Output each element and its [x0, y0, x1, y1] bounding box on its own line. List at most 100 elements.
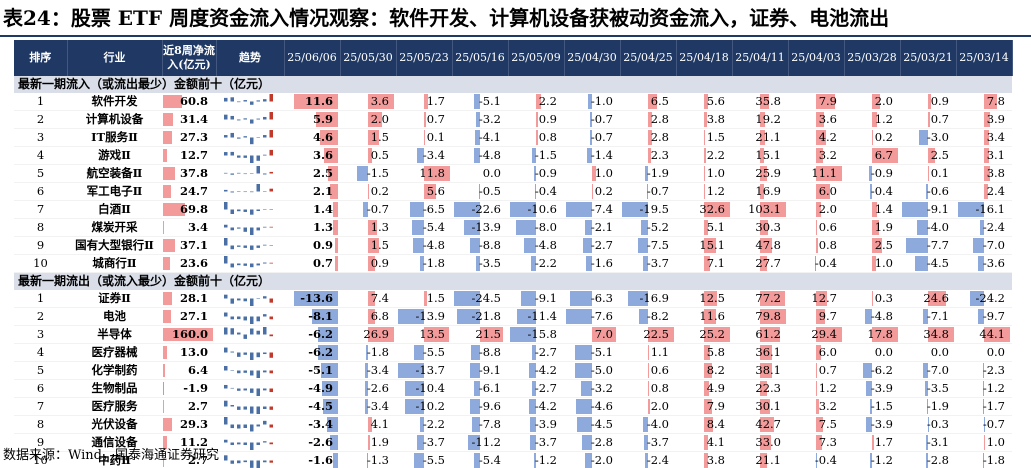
week-value-cell: 38.1 [732, 361, 788, 380]
week-value-bar [368, 112, 383, 127]
week-value-cell: -0.5 [452, 182, 508, 201]
header-week-12[interactable]: 25/03/14 [956, 40, 1013, 76]
section-label: 最新一期流入（或流出最少）金额前十（亿元） [14, 76, 1012, 93]
week-value-bar [980, 220, 984, 235]
net-inflow-cell: 12.7 [162, 146, 216, 165]
header-week-2[interactable]: 25/05/23 [396, 40, 453, 76]
header-week-3[interactable]: 25/05/16 [452, 40, 509, 76]
week-value-cell: 1.3 [340, 218, 396, 237]
net-inflow-cell: 31.4 [162, 110, 216, 129]
week-value-bar [704, 327, 730, 342]
header-rank[interactable]: 排序 [14, 40, 68, 76]
table-row[interactable]: 9 国有大型银行Ⅱ 37.1 0.9 1.5 -4.8 -8.8 -4.8 -2.7 -7.5 15… [14, 236, 1012, 255]
header-week-10[interactable]: 25/03/28 [844, 40, 901, 76]
industry-cell: 化学制药 [67, 361, 162, 380]
header-week-8[interactable]: 25/04/11 [732, 40, 789, 76]
week-value-bar [978, 309, 984, 324]
header-week-9[interactable]: 25/04/03 [788, 40, 845, 76]
table-row[interactable]: 9 通信设备 11.2 -2.6 1.9 -3.7 -11.2 -3.7 -2.8 -3.7 4.1… [14, 433, 1012, 452]
week-value-bar [648, 148, 652, 163]
week-value: 2.2 [538, 94, 557, 108]
header-industry[interactable]: 行业 [67, 40, 163, 76]
table-row[interactable]: 5 化学制药 6.4 -5.1 -3.4 -13.7 -9.1 -4.2 -5.0 0.6 8.2 3… [14, 361, 1012, 380]
net-inflow-bar [163, 292, 172, 305]
header-net-inflow[interactable]: 近8周净流入(亿元) [162, 40, 217, 76]
week-value: -9.7 [982, 309, 1005, 323]
table-row[interactable]: 10 城商行Ⅱ 23.6 0.7 0.9 -1.8 -3.5 -2.2 -1.6 -3.7 7.1 2… [14, 254, 1012, 273]
header-week-7[interactable]: 25/04/18 [676, 40, 733, 76]
trend-bar [243, 388, 247, 391]
header-week-5[interactable]: 25/04/30 [564, 40, 621, 76]
week-value: -9.1 [926, 202, 949, 216]
week-value-bar [972, 238, 984, 253]
net-inflow-value: -1.9 [183, 381, 208, 395]
rank-cell: 8 [14, 415, 67, 434]
header-week-11[interactable]: 25/03/21 [900, 40, 957, 76]
week-value-bar [872, 112, 877, 127]
week-value-cell: -2.0 [564, 451, 620, 468]
header-week-0[interactable]: 25/06/06 [284, 40, 341, 76]
header-week-4[interactable]: 25/05/09 [508, 40, 565, 76]
week-value-bar [586, 256, 592, 271]
week-value: 3.1 [986, 148, 1005, 162]
table-row[interactable]: 7 医疗服务 2.7 -4.5 -3.4 -10.2 -9.6 -4.2 -4.6 2.0 7.9 3… [14, 397, 1012, 416]
trend-bar [230, 370, 234, 371]
trend-bar [263, 116, 267, 120]
week-value: -3.9 [870, 381, 893, 395]
week-value: -2.7 [590, 238, 613, 252]
trend-bar [224, 417, 228, 425]
week-value-bar [704, 417, 713, 432]
net-inflow-value: 3.4 [187, 220, 208, 234]
header-trend[interactable]: 趋势 [216, 40, 285, 76]
week-value-bar [760, 345, 772, 360]
table-row[interactable]: 6 生物制品 -1.9 -4.9 -2.6 -10.4 -6.1 -2.7 -3.2 0.8 4.9… [14, 379, 1012, 398]
week-value-cell: -0.7 [956, 415, 1012, 434]
table-row[interactable]: 4 游戏Ⅱ 12.7 3.6 0.5 -3.4 -4.8 -1.5 -1.4 2.3 2.2 15.1… [14, 146, 1012, 165]
week-value: 0.9 [370, 256, 389, 270]
week-value-bar [641, 220, 648, 235]
week-value-cell: -3.9 [844, 415, 900, 434]
header-week-1[interactable]: 25/05/30 [340, 40, 397, 76]
week-value-bar [468, 435, 480, 450]
table-row[interactable]: 2 计算机设备 31.4 5.9 2.0 0.7 -3.2 0.9 -0.7 2.8 3.8 19.2… [14, 110, 1012, 129]
week-value-cell: -24.2 [956, 290, 1012, 308]
week-value: -8.8 [478, 345, 501, 359]
week-value: 4.1 [370, 417, 389, 431]
table-row[interactable]: 2 电池 27.1 -8.1 6.8 -13.9 -21.8 -11.4 -7.6 -8.2 11.… [14, 307, 1012, 326]
table-row[interactable]: 6 军工电子Ⅱ 24.7 2.1 0.2 5.6 -0.5 -0.4 0.2 -0.7 1.2 16.… [14, 182, 1012, 201]
trend-bar [250, 316, 254, 324]
week-value-bar [584, 220, 592, 235]
section-header: 最新一期流出（或流入最少）金额前十（亿元） [14, 272, 1012, 290]
week-value: -4.1 [478, 130, 501, 144]
table-row[interactable]: 7 白酒Ⅱ 69.8 1.4 -0.7 -6.5 -22.6 -10.6 -7.4 -19.5 32… [14, 200, 1012, 219]
table-row[interactable]: 3 半导体 160.0 -6.2 26.9 13.5 21.5 -15.8 7.0 22.5 25.… [14, 325, 1012, 344]
table-row[interactable]: 8 光伏设备 29.3 -3.4 4.1 -2.2 -7.8 -3.9 -4.5 -4.0 8.4 4… [14, 415, 1012, 434]
trend-bar [250, 263, 254, 268]
week-value: 7.0 [594, 327, 613, 341]
week-value-cell: 1.7 [844, 433, 900, 452]
week-value-cell: -10.6 [508, 200, 564, 219]
table-row[interactable]: 3 IT服务Ⅱ 27.3 4.6 1.5 0.1 -4.1 0.8 -0.7 2.8 1.5 21.1… [14, 128, 1012, 147]
table-row[interactable]: 1 软件开发 60.8 11.6 3.6 1.7 -5.1 2.2 -1.0 6.5 5.6 35.8… [14, 93, 1012, 111]
trend-bar [269, 316, 273, 320]
trend-bar [256, 118, 260, 120]
industry-cell: 光伏设备 [67, 415, 162, 434]
week-value-bar [510, 327, 536, 342]
week-value: -13.9 [471, 220, 502, 234]
trend-bar [263, 296, 267, 299]
table-row[interactable]: 10 中药Ⅱ 2.7 -1.6 -1.3 -5.5 -5.4 -1.2 -2.0 -2.4 3.8 2… [14, 451, 1012, 468]
week-value-bar [984, 166, 991, 181]
table-row[interactable]: 5 航空装备Ⅱ 37.8 2.5 -1.5 11.8 0.0 -0.9 1.0 -1.9 1.0 25… [14, 164, 1012, 183]
week-value-bar [474, 94, 480, 109]
rank-cell: 2 [14, 110, 67, 129]
table-row[interactable]: 8 煤炭开采 3.4 1.3 1.3 -5.4 -13.9 -8.0 -2.1 -5.2 5.1 30… [14, 218, 1012, 237]
net-inflow-value: 37.8 [179, 166, 208, 180]
header-week-6[interactable]: 25/04/25 [620, 40, 677, 76]
table-row[interactable]: 4 医疗器械 13.0 -6.2 -1.8 -5.5 -8.8 -2.7 -5.1 1.1 5.8 3… [14, 343, 1012, 362]
trend-bar [243, 334, 247, 339]
week-value-cell: -4.9 [284, 379, 340, 398]
table-row[interactable]: 1 证券Ⅱ 28.1 -13.6 7.4 1.5 -24.5 -9.1 -6.3 -16.9 12.… [14, 290, 1012, 308]
trend-bar [243, 442, 247, 445]
net-inflow-cell: 27.1 [162, 307, 216, 326]
trend-bar [237, 263, 241, 266]
